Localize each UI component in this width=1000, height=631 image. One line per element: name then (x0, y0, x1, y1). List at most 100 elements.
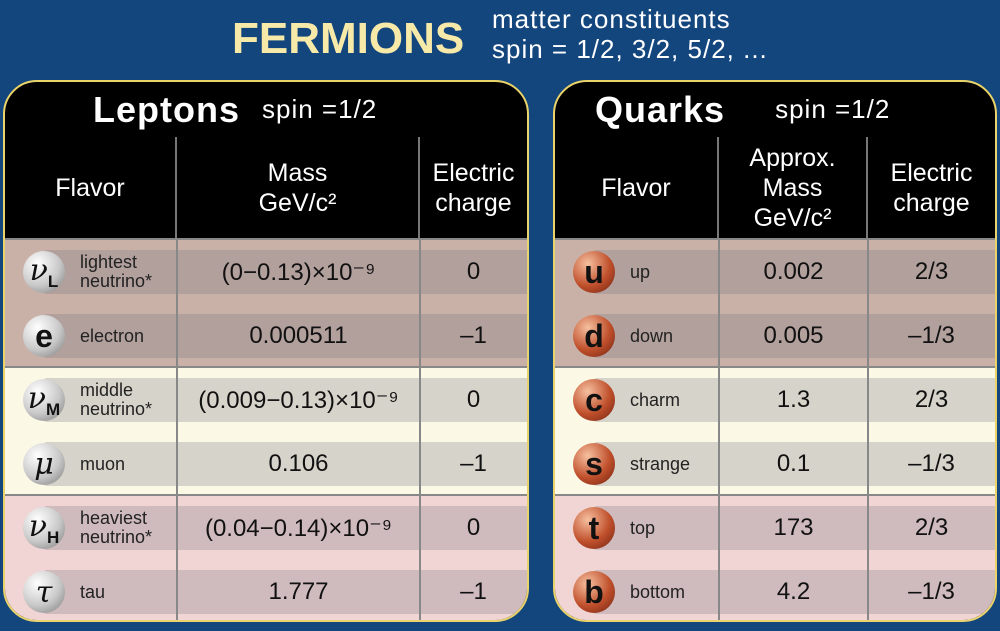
leptons-generation-2: νM middle neutrino* (0.009−0.13)×10⁻⁹ 0 μ muo… (5, 366, 527, 494)
row-stripe (595, 570, 995, 614)
symbol: c (585, 381, 603, 418)
mass-value: 0.005 (763, 322, 824, 349)
symbol-subscript: M (46, 399, 61, 419)
mass-value: (0.04−0.14)×10⁻⁹ (204, 514, 393, 542)
quarks-row: t top 173 2/3 (555, 496, 995, 560)
quarks-header: Quarks spin =1/2 (555, 82, 995, 137)
charge-value: –1 (460, 578, 487, 605)
symbol: e (35, 317, 53, 354)
charge-value: –1/3 (908, 578, 955, 605)
particle-symbol-icon: b (573, 571, 615, 613)
column-header: Flavor (555, 137, 719, 238)
charge-value: 0 (466, 514, 481, 541)
column-divider (176, 238, 178, 620)
flavor-name: bottom (630, 581, 686, 602)
column-header: Flavor (5, 137, 177, 238)
symbol: t (588, 509, 600, 546)
quarks-column-headers: Flavor Approx. Mass GeV/c² Electric charge (555, 137, 995, 238)
mass-value: 0.1 (776, 450, 811, 477)
quarks-row: d down 0.005 –1/3 (555, 304, 995, 368)
leptons-header: Leptons spin =1/2 (5, 82, 527, 137)
flavor-name: charm (630, 389, 681, 410)
subtitle-line: spin = 1/2, 3/2, 5/2, ... (492, 34, 768, 64)
page-title: FERMIONS (232, 14, 465, 63)
charge-value: –1 (460, 322, 487, 349)
quarks-row: s strange 0.1 –1/3 (555, 432, 995, 496)
column-divider (718, 238, 720, 620)
particle-symbol-icon: τ (23, 571, 65, 613)
mass-value: (0−0.13)×10⁻⁹ (221, 258, 376, 286)
symbol: d (584, 317, 604, 354)
symbol: μ (34, 446, 54, 482)
mass-value: 173 (773, 514, 814, 541)
symbol: τ (35, 574, 53, 610)
flavor-name: strange (630, 453, 691, 474)
column-header: Electric charge (890, 158, 973, 217)
leptons-generation-1: νL lightest neutrino* (0−0.13)×10⁻⁹ 0 e elect… (5, 238, 527, 366)
row-stripe (45, 442, 527, 486)
flavor-name: muon (80, 453, 126, 474)
charge-value: –1/3 (908, 322, 955, 349)
charge-value: –1/3 (908, 450, 955, 477)
particle-symbol-icon: νL (23, 251, 65, 293)
mass-value: 1.777 (268, 578, 329, 605)
quarks-title: Quarks (595, 88, 726, 130)
particle-symbol-icon: μ (23, 443, 65, 485)
row-stripe (45, 314, 527, 358)
subtitle: matter constituents spin = 1/2, 3/2, 5/2… (492, 4, 768, 64)
particle-symbol-icon: νM (23, 379, 65, 421)
row-stripe (45, 506, 527, 550)
charge-value: 2/3 (914, 514, 949, 541)
column-divider (419, 238, 421, 620)
mass-value: 4.2 (776, 578, 811, 605)
flavor-name: middle neutrino* (80, 380, 153, 419)
mass-value: (0.009−0.13)×10⁻⁹ (198, 386, 399, 414)
symbol: ν (28, 508, 47, 544)
flavor-name: lightest neutrino* (80, 252, 153, 291)
quarks-panel: Quarks spin =1/2 Flavor Approx. Mass GeV/… (553, 80, 997, 622)
row-stripe (595, 506, 995, 550)
column-divider (867, 238, 869, 620)
row-stripe (595, 442, 995, 486)
quarks-row: c charm 1.3 2/3 (555, 368, 995, 432)
flavor-name: top (630, 517, 656, 538)
charge-value: 0 (466, 258, 481, 285)
charge-value: –1 (460, 450, 487, 477)
symbol: b (584, 573, 604, 610)
charge-value: 2/3 (914, 386, 949, 413)
leptons-column-headers: Flavor Mass GeV/c² Electric charge (5, 137, 527, 238)
flavor-name: up (630, 261, 651, 282)
quarks-row: u up 0.002 2/3 (555, 240, 995, 304)
quarks-spin: spin =1/2 (775, 94, 891, 124)
flavor-name: heaviest neutrino* (80, 508, 153, 547)
leptons-row: e electron 0.000511 –1 (5, 304, 527, 368)
row-stripe (45, 250, 527, 294)
row-stripe (595, 314, 995, 358)
row-stripe (595, 378, 995, 422)
mass-value: 0.106 (268, 450, 329, 477)
leptons-spin: spin =1/2 (262, 94, 378, 124)
column-header: Mass GeV/c² (177, 137, 420, 238)
mass-value: 0.000511 (249, 322, 348, 349)
leptons-panel: Leptons spin =1/2 Flavor Mass GeV/c² Elect… (3, 80, 529, 622)
leptons-row: νL lightest neutrino* (0−0.13)×10⁻⁹ 0 (5, 240, 527, 304)
quarks-generation-1: u up 0.002 2/3 d down 0.005 –1/3 (555, 238, 995, 366)
flavor-name: tau (80, 581, 106, 602)
particle-symbol-icon: t (573, 507, 615, 549)
mass-value: 1.3 (776, 386, 811, 413)
leptons-generation-3: νH heaviest neutrino* (0.04−0.14)×10⁻⁹ 0 τ ta… (5, 494, 527, 620)
row-stripe (45, 378, 527, 422)
particle-symbol-icon: u (573, 251, 615, 293)
flavor-name: electron (80, 325, 145, 346)
leptons-row: τ tau 1.777 –1 (5, 560, 527, 620)
subtitle-line: matter constituents (492, 4, 731, 34)
symbol-subscript: L (47, 271, 59, 291)
mass-value: 0.002 (763, 258, 824, 285)
symbol: ν (29, 252, 48, 288)
column-header: Approx. Mass GeV/c² (719, 137, 868, 238)
quarks-row: b bottom 4.2 –1/3 (555, 560, 995, 620)
flavor-name: down (630, 325, 674, 346)
particle-symbol-icon: c (573, 379, 615, 421)
particle-symbol-icon: νH (23, 507, 65, 549)
particle-symbol-icon: e (23, 315, 65, 357)
